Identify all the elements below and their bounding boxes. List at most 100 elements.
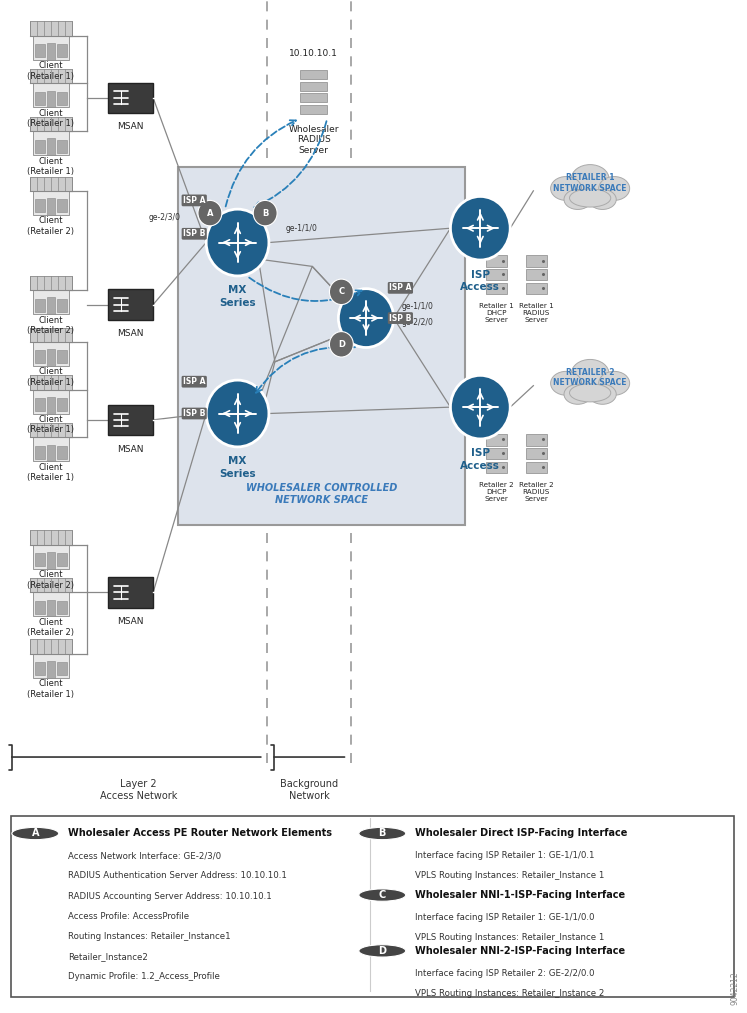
- FancyBboxPatch shape: [57, 398, 66, 411]
- FancyBboxPatch shape: [57, 601, 66, 614]
- FancyBboxPatch shape: [57, 140, 66, 153]
- Text: MSAN: MSAN: [117, 445, 144, 454]
- Ellipse shape: [564, 189, 592, 210]
- Text: Client
(Retailer 1): Client (Retailer 1): [28, 368, 74, 387]
- Text: ISP B: ISP B: [183, 229, 205, 238]
- Text: ISP A: ISP A: [183, 196, 205, 205]
- Ellipse shape: [571, 164, 609, 193]
- Text: A: A: [31, 829, 39, 839]
- Text: Client
(Retailer 2): Client (Retailer 2): [28, 570, 74, 590]
- FancyBboxPatch shape: [33, 653, 69, 678]
- FancyBboxPatch shape: [30, 423, 72, 438]
- FancyBboxPatch shape: [108, 577, 153, 608]
- Text: ISP: ISP: [471, 269, 490, 280]
- FancyBboxPatch shape: [35, 601, 45, 614]
- Text: B: B: [379, 829, 386, 839]
- Ellipse shape: [599, 176, 630, 201]
- Ellipse shape: [571, 360, 609, 388]
- Circle shape: [12, 828, 59, 840]
- FancyBboxPatch shape: [33, 593, 69, 616]
- Text: Client
(Retailer 2): Client (Retailer 2): [28, 217, 74, 236]
- FancyBboxPatch shape: [33, 390, 69, 413]
- Text: RETAILER 2
NETWORK SPACE: RETAILER 2 NETWORK SPACE: [554, 368, 627, 387]
- Text: Interface facing ISP Retailer 1: GE-1/1/0.1: Interface facing ISP Retailer 1: GE-1/1/…: [415, 851, 595, 860]
- FancyBboxPatch shape: [57, 350, 66, 364]
- Ellipse shape: [589, 189, 616, 210]
- FancyBboxPatch shape: [526, 448, 547, 459]
- FancyBboxPatch shape: [47, 90, 55, 107]
- FancyBboxPatch shape: [33, 190, 69, 215]
- FancyBboxPatch shape: [108, 83, 153, 112]
- Text: 10.10.10.1: 10.10.10.1: [289, 49, 338, 58]
- Text: ISP B: ISP B: [183, 409, 205, 418]
- FancyBboxPatch shape: [33, 438, 69, 461]
- Ellipse shape: [599, 372, 630, 395]
- Text: Access: Access: [460, 283, 500, 293]
- FancyBboxPatch shape: [30, 327, 72, 342]
- FancyBboxPatch shape: [47, 139, 55, 155]
- FancyBboxPatch shape: [30, 639, 72, 653]
- Text: RADIUS Authentication Server Address: 10.10.10.1: RADIUS Authentication Server Address: 10…: [68, 871, 287, 880]
- Text: Background
Network: Background Network: [280, 779, 338, 801]
- FancyBboxPatch shape: [486, 283, 507, 294]
- FancyBboxPatch shape: [526, 435, 547, 446]
- FancyBboxPatch shape: [47, 552, 55, 568]
- FancyBboxPatch shape: [30, 531, 72, 545]
- Text: ge-1/1/0: ge-1/1/0: [401, 303, 433, 311]
- FancyBboxPatch shape: [30, 276, 72, 291]
- Text: Retailer_Instance2: Retailer_Instance2: [68, 952, 148, 961]
- Text: Wholesaler
RADIUS
Server: Wholesaler RADIUS Server: [288, 125, 339, 155]
- FancyBboxPatch shape: [35, 446, 45, 459]
- FancyBboxPatch shape: [526, 283, 547, 294]
- FancyBboxPatch shape: [486, 255, 507, 266]
- FancyBboxPatch shape: [47, 600, 55, 616]
- FancyBboxPatch shape: [33, 132, 69, 155]
- Text: RETAILER 1
NETWORK SPACE: RETAILER 1 NETWORK SPACE: [554, 173, 627, 192]
- Text: C: C: [379, 890, 386, 901]
- Text: Interface facing ISP Retailer 1: GE-1/1/0.0: Interface facing ISP Retailer 1: GE-1/1/…: [415, 913, 595, 922]
- FancyBboxPatch shape: [57, 92, 66, 105]
- Text: Client
(Retailer 1): Client (Retailer 1): [28, 61, 74, 81]
- Text: Layer 2
Access Network: Layer 2 Access Network: [99, 779, 177, 801]
- FancyBboxPatch shape: [486, 435, 507, 446]
- Text: Interface facing ISP Retailer 2: GE-2/2/0.0: Interface facing ISP Retailer 2: GE-2/2/…: [415, 968, 595, 978]
- Circle shape: [359, 945, 406, 957]
- Text: MSAN: MSAN: [117, 329, 144, 338]
- FancyBboxPatch shape: [11, 816, 734, 997]
- Ellipse shape: [569, 384, 611, 402]
- Text: Retailer 2
RADIUS
Server: Retailer 2 RADIUS Server: [519, 482, 554, 501]
- FancyBboxPatch shape: [47, 397, 55, 413]
- Circle shape: [338, 289, 394, 347]
- FancyBboxPatch shape: [35, 200, 45, 213]
- Circle shape: [198, 201, 222, 226]
- Text: Dynamic Profile: 1.2_Access_Profile: Dynamic Profile: 1.2_Access_Profile: [68, 972, 220, 982]
- Text: Client
(Retailer 2): Client (Retailer 2): [28, 618, 74, 637]
- Text: A: A: [207, 209, 213, 218]
- Text: B: B: [262, 209, 268, 218]
- Text: MX: MX: [229, 286, 247, 296]
- Circle shape: [329, 331, 353, 357]
- Text: MSAN: MSAN: [117, 123, 144, 132]
- Text: Wholesaler NNI-2-ISP-Facing Interface: Wholesaler NNI-2-ISP-Facing Interface: [415, 946, 625, 956]
- Text: VPLS Routing Instances: Retailer_Instance 1: VPLS Routing Instances: Retailer_Instanc…: [415, 871, 604, 880]
- FancyBboxPatch shape: [526, 255, 547, 266]
- FancyBboxPatch shape: [35, 663, 45, 675]
- Circle shape: [450, 197, 510, 260]
- Text: 9042212: 9042212: [731, 971, 740, 1005]
- Text: MX: MX: [229, 457, 247, 466]
- Ellipse shape: [589, 384, 616, 404]
- FancyBboxPatch shape: [35, 553, 45, 566]
- Text: ISP A: ISP A: [183, 377, 205, 386]
- FancyBboxPatch shape: [486, 462, 507, 473]
- Circle shape: [206, 380, 269, 447]
- FancyBboxPatch shape: [486, 448, 507, 459]
- Text: Client
(Retailer 1): Client (Retailer 1): [28, 679, 74, 699]
- FancyBboxPatch shape: [35, 92, 45, 105]
- Circle shape: [359, 828, 406, 840]
- FancyBboxPatch shape: [33, 35, 69, 60]
- FancyBboxPatch shape: [57, 446, 66, 459]
- Circle shape: [329, 280, 353, 305]
- FancyBboxPatch shape: [57, 299, 66, 312]
- FancyBboxPatch shape: [30, 21, 72, 35]
- Text: D: D: [338, 339, 345, 348]
